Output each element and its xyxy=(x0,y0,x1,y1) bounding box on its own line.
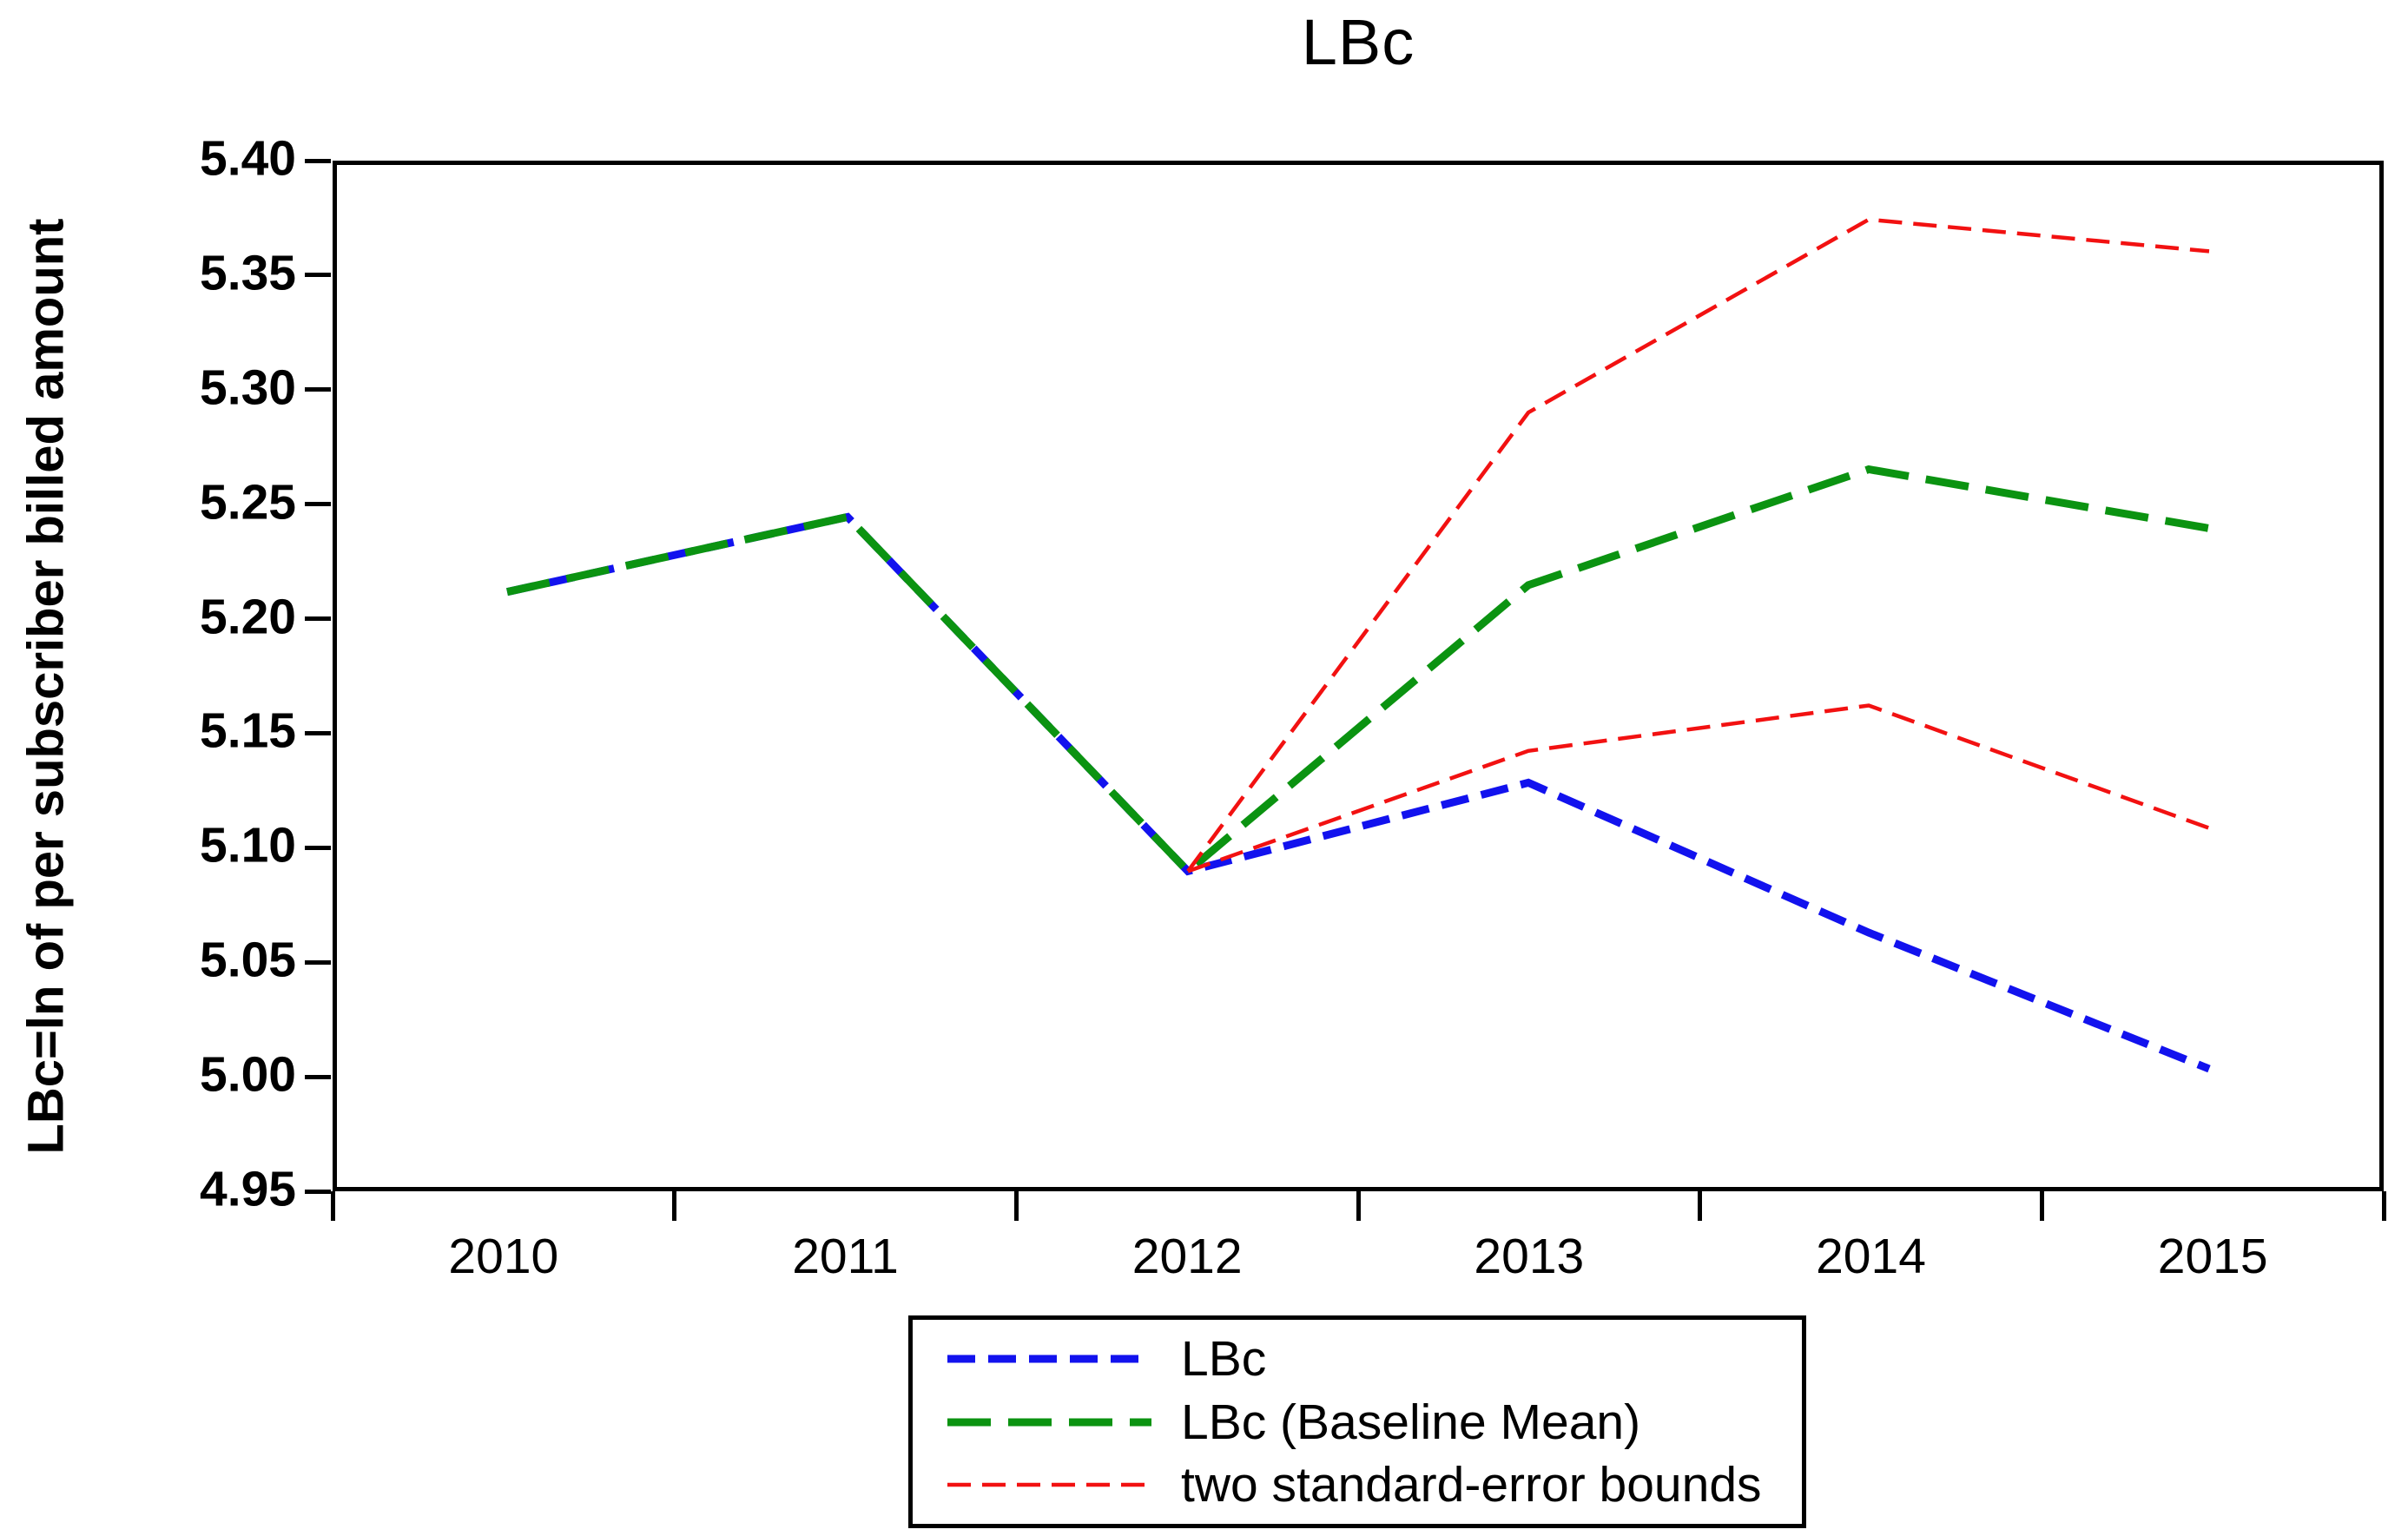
x-tick-label: 2011 xyxy=(792,1229,899,1284)
y-tick-label: 5.10 xyxy=(200,817,296,873)
series-line-2 xyxy=(1186,217,2210,873)
x-tick-label: 2014 xyxy=(1816,1229,1926,1284)
legend-row-1: LBc (Baseline Mean) xyxy=(947,1394,1802,1451)
y-tick-label: 5.20 xyxy=(200,588,296,644)
x-tick-label: 2010 xyxy=(448,1229,559,1284)
y-tick xyxy=(305,502,331,507)
series-line-1 xyxy=(506,465,2210,877)
y-tick xyxy=(305,730,331,735)
x-tick-label: 2013 xyxy=(1474,1229,1585,1284)
plot-area xyxy=(333,161,2384,1191)
y-tick xyxy=(305,616,331,622)
y-tick xyxy=(305,1074,331,1079)
x-tick xyxy=(1698,1191,1703,1221)
x-tick xyxy=(2039,1191,2044,1221)
y-tick xyxy=(305,845,331,850)
y-axis-title: LBc=ln of per subscriber billed amount xyxy=(17,218,75,1155)
x-tick xyxy=(2381,1191,2386,1221)
y-tick-label: 5.40 xyxy=(200,130,296,187)
x-tick xyxy=(330,1191,335,1221)
x-tick-label: 2015 xyxy=(2157,1229,2268,1284)
chart-title: LBc xyxy=(1301,6,1415,78)
x-tick xyxy=(1356,1191,1361,1221)
y-tick-label: 5.00 xyxy=(200,1046,296,1103)
series-line-3 xyxy=(1187,703,2210,873)
legend-line-sample xyxy=(947,1482,1151,1487)
y-tick-label: 5.15 xyxy=(200,702,296,759)
legend-line-sample xyxy=(947,1355,1151,1363)
legend-label: LBc (Baseline Mean) xyxy=(1181,1394,1641,1450)
y-tick-label: 5.35 xyxy=(200,245,296,301)
y-tick-label: 5.30 xyxy=(200,359,296,416)
legend-label: LBc xyxy=(1181,1331,1267,1388)
series-line-0 xyxy=(506,512,2211,1073)
legend-label: two standard-error bounds xyxy=(1181,1456,1762,1513)
x-tick xyxy=(1013,1191,1019,1221)
legend-line-sample xyxy=(947,1418,1151,1426)
y-tick xyxy=(305,158,331,163)
y-tick-label: 5.05 xyxy=(200,932,296,988)
y-tick xyxy=(305,1189,331,1194)
legend: LBc LBc (Baseline Mean) two standard-error… xyxy=(908,1315,1806,1528)
legend-row-0: LBc xyxy=(947,1330,1802,1388)
plot-lines-svg xyxy=(506,217,2211,1073)
y-tick xyxy=(305,959,331,965)
legend-row-2: two standard-error bounds xyxy=(947,1456,1802,1513)
y-tick-label: 4.95 xyxy=(200,1161,296,1217)
x-tick xyxy=(672,1191,677,1221)
x-tick-label: 2012 xyxy=(1131,1229,1243,1284)
y-tick-label: 5.25 xyxy=(200,474,296,531)
y-tick xyxy=(305,387,331,392)
y-tick xyxy=(305,273,331,278)
